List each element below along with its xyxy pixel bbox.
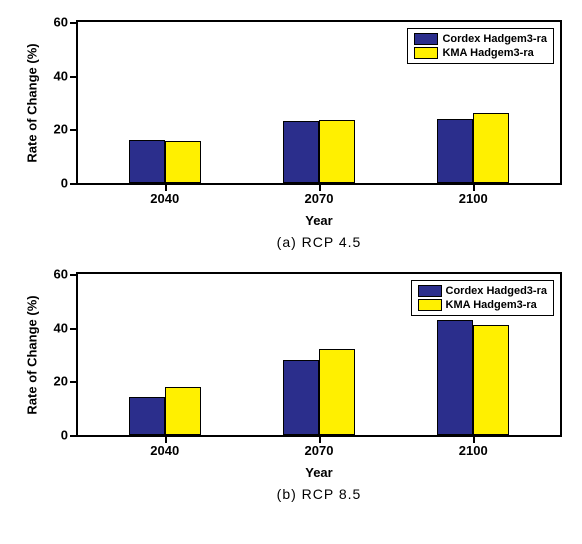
x-axis-label: Year xyxy=(76,465,562,480)
legend: Cordex Hadged3-raKMA Hadgem3-ra xyxy=(411,280,554,316)
chart-panel-rcp45: 0204060Rate of Change (%)204020702100Cor… xyxy=(20,20,562,250)
x-tick-label: 2070 xyxy=(305,183,334,206)
legend-swatch xyxy=(414,47,438,59)
chart-box: 0204060Rate of Change (%)204020702100Cor… xyxy=(76,272,562,437)
bar xyxy=(319,349,355,435)
x-tick-label: 2040 xyxy=(150,183,179,206)
bar xyxy=(283,121,319,183)
chart-panel-rcp85: 0204060Rate of Change (%)204020702100Cor… xyxy=(20,272,562,502)
legend-label: KMA Hadgem3-ra xyxy=(442,46,533,60)
legend-item: Cordex Hadgem3-ra xyxy=(414,32,547,46)
bar xyxy=(129,397,165,435)
x-tick-label: 2100 xyxy=(459,183,488,206)
panel-caption: (b) RCP 8.5 xyxy=(76,486,562,502)
y-tick-label: 40 xyxy=(54,320,78,335)
bar xyxy=(437,119,473,183)
y-tick-label: 0 xyxy=(61,428,78,443)
chart-box: 0204060Rate of Change (%)204020702100Cor… xyxy=(76,20,562,185)
x-axis-label: Year xyxy=(76,213,562,228)
legend-item: KMA Hadgem3-ra xyxy=(418,298,547,312)
legend-label: Cordex Hadged3-ra xyxy=(446,284,547,298)
bar xyxy=(165,141,201,183)
legend-label: KMA Hadgem3-ra xyxy=(446,298,537,312)
bar xyxy=(129,140,165,183)
y-tick-label: 20 xyxy=(54,374,78,389)
legend-item: Cordex Hadged3-ra xyxy=(418,284,547,298)
y-tick-label: 40 xyxy=(54,68,78,83)
y-tick-label: 0 xyxy=(61,176,78,191)
legend: Cordex Hadgem3-raKMA Hadgem3-ra xyxy=(407,28,554,64)
legend-swatch xyxy=(418,299,442,311)
legend-label: Cordex Hadgem3-ra xyxy=(442,32,547,46)
panel-caption: (a) RCP 4.5 xyxy=(76,234,562,250)
bar xyxy=(165,387,201,435)
legend-swatch xyxy=(418,285,442,297)
bar xyxy=(473,113,509,183)
bar xyxy=(283,360,319,435)
y-axis-label: Rate of Change (%) xyxy=(25,295,40,414)
bar xyxy=(473,325,509,435)
x-tick-label: 2070 xyxy=(305,435,334,458)
legend-swatch xyxy=(414,33,438,45)
legend-item: KMA Hadgem3-ra xyxy=(414,46,547,60)
y-axis-label: Rate of Change (%) xyxy=(25,43,40,162)
y-tick-label: 60 xyxy=(54,15,78,30)
x-tick-label: 2100 xyxy=(459,435,488,458)
y-tick-label: 60 xyxy=(54,267,78,282)
bar xyxy=(437,320,473,435)
bar xyxy=(319,120,355,183)
x-tick-label: 2040 xyxy=(150,435,179,458)
y-tick-label: 20 xyxy=(54,122,78,137)
